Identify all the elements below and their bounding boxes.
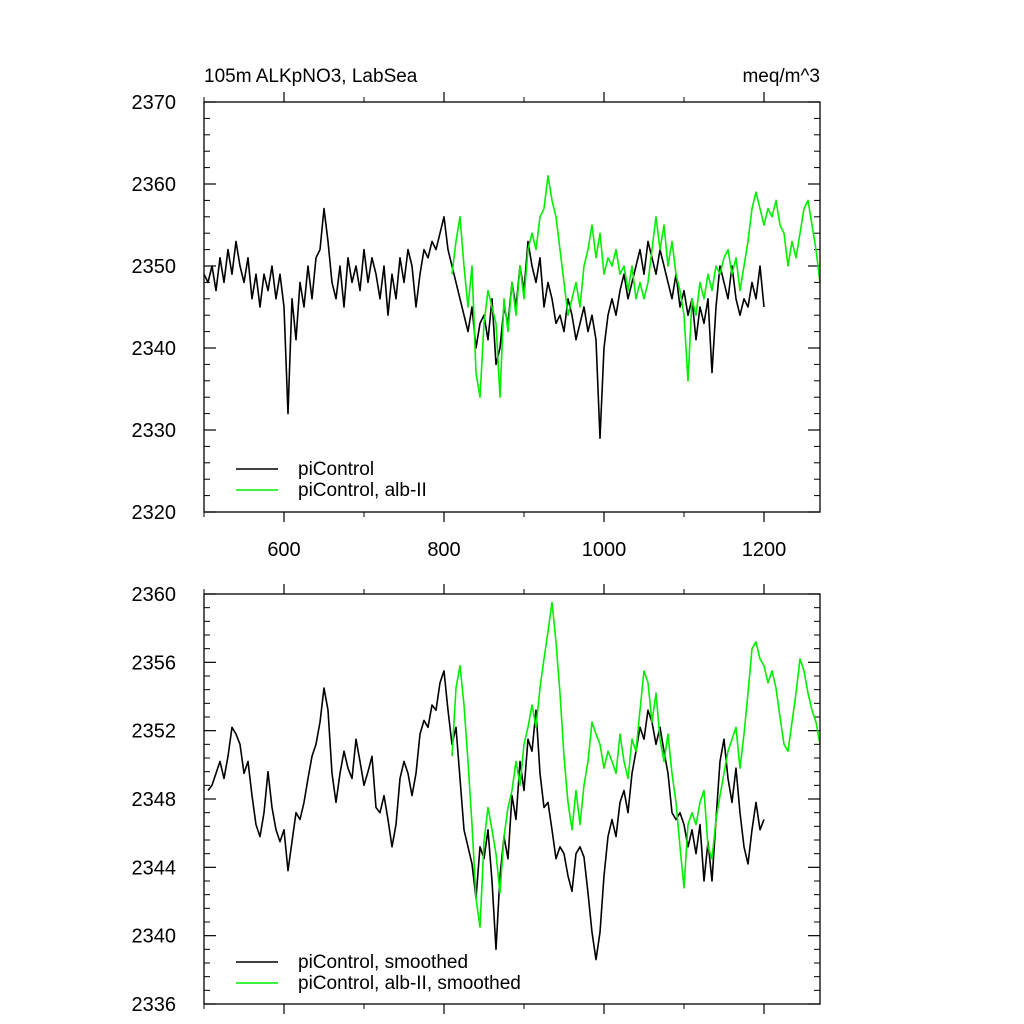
top-panel-series (203, 175, 821, 439)
top-series-line-1 (451, 175, 821, 398)
top-panel-ticks: 2320 2330 2340 2350 2360 2370 600 800 1000 1200 (132, 92, 820, 561)
top-ytick-label: 2370 (132, 92, 177, 114)
legend-label-picontrol: piControl (298, 459, 374, 480)
top-panel-units: meq/m^3 (742, 66, 820, 87)
top-ytick-label: 2340 (132, 338, 177, 360)
top-ytick-label: 2320 (132, 502, 177, 524)
top-panel: 105m ALKpNO3, LabSea meq/m^3 2320 2330 234… (132, 66, 821, 561)
legend-label-picontrol-alb-ii-smoothed: piControl, alb-II, smoothed (298, 973, 521, 994)
legend-label-picontrol-smoothed: piControl, smoothed (298, 952, 468, 973)
top-panel-frame (203, 101, 821, 513)
bottom-ytick-label: 2340 (132, 926, 177, 948)
top-xtick-label: 600 (267, 539, 300, 561)
bottom-panel: 2336 2340 2344 2348 2352 2356 2360 piControl, … (132, 584, 821, 1016)
bottom-series-line-1 (451, 601, 821, 928)
top-xtick-label: 1200 (742, 539, 787, 561)
bottom-ytick-label: 2360 (132, 584, 177, 606)
top-ytick-label: 2360 (132, 174, 177, 196)
top-series-line-0 (203, 207, 765, 439)
top-ytick-label: 2350 (132, 256, 177, 278)
bottom-ytick-label: 2352 (132, 721, 177, 743)
top-panel-title: 105m ALKpNO3, LabSea (204, 66, 418, 87)
top-xtick-label: 800 (427, 539, 460, 561)
legend-label-picontrol-alb-ii: piControl, alb-II (298, 480, 427, 501)
top-legend: piControl piControl, alb-II (236, 459, 427, 501)
top-xtick-label: 1000 (582, 539, 627, 561)
bottom-panel-frame (203, 593, 821, 1005)
bottom-ytick-label: 2356 (132, 652, 177, 674)
bottom-series-line-0 (207, 670, 765, 961)
bottom-ytick-label: 2336 (132, 994, 177, 1016)
bottom-ytick-label: 2344 (132, 857, 177, 879)
bottom-ytick-label: 2348 (132, 789, 177, 811)
top-ytick-label: 2330 (132, 420, 177, 442)
bottom-legend: piControl, smoothed piControl, alb-II, s… (236, 952, 521, 994)
bottom-panel-series (207, 601, 821, 961)
